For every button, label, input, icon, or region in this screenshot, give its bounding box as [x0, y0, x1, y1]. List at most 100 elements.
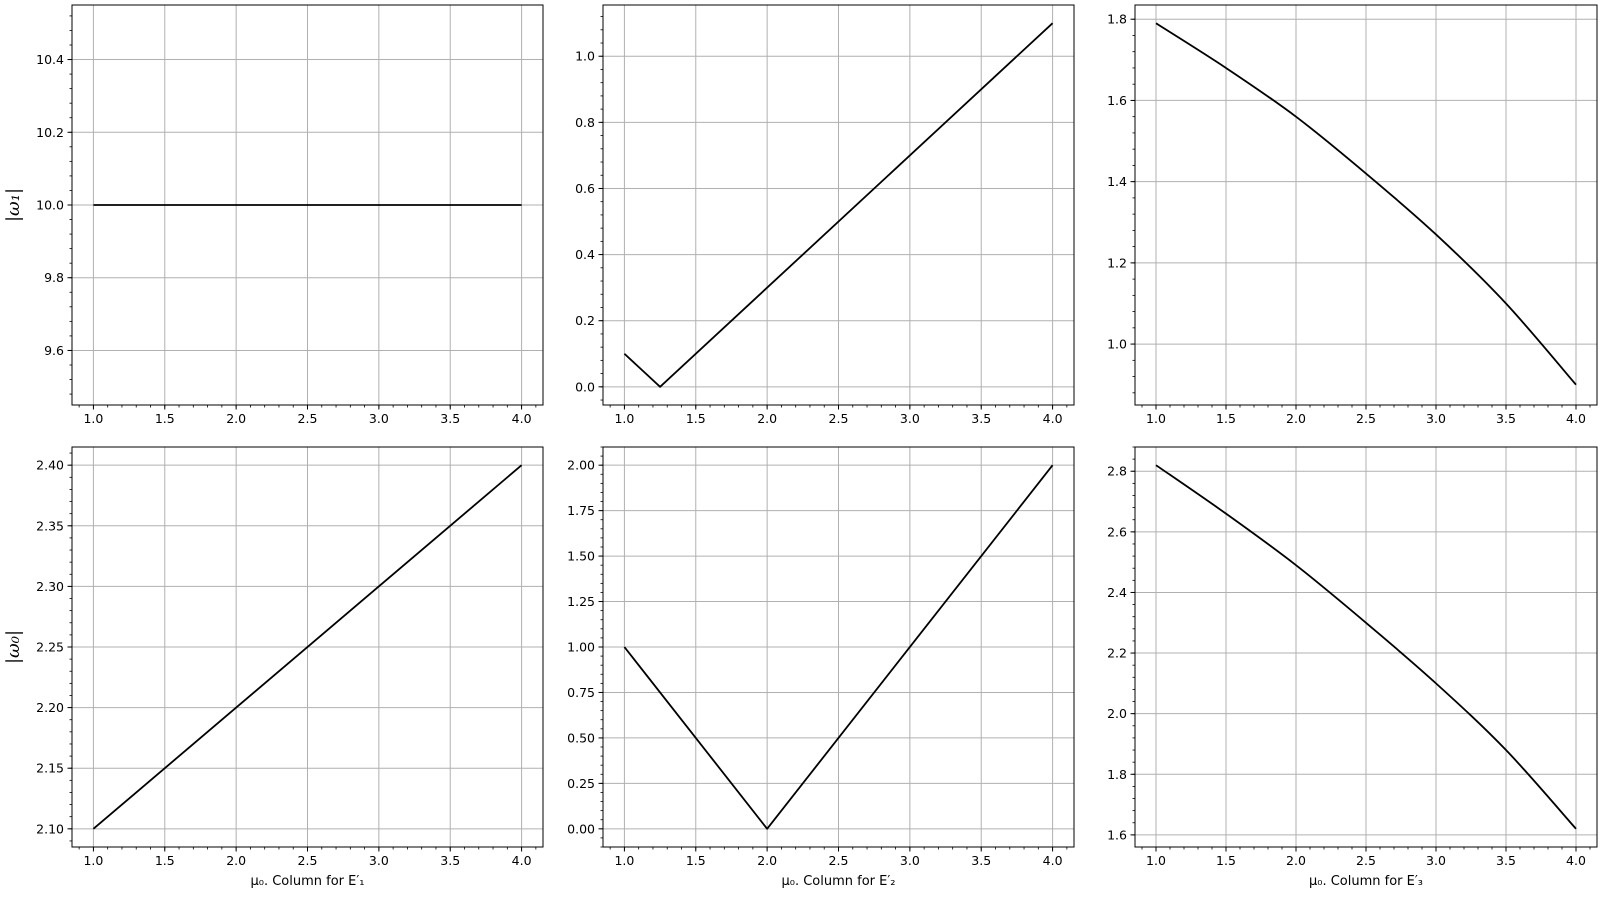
x-tick-label: 1.0	[1146, 853, 1166, 868]
y-axis-label: |ω₁|	[3, 188, 24, 222]
subplot-2: 1.0 1.5 2.0 2.5 3.0 3.5 4.0 0.0 0.2 0.4 0.6 0.8 1.0	[575, 4, 1075, 426]
x-tick-label: 3.5	[440, 411, 460, 426]
x-tick-label: 3.5	[440, 853, 460, 868]
y-tick-label: 2.25	[36, 640, 64, 655]
y-tick-label: 1.2	[1107, 255, 1127, 270]
x-axis-label: μ₀. Column for E′₃	[1309, 874, 1423, 889]
x-tick-label: 1.5	[686, 411, 706, 426]
x-tick-label: 2.5	[1356, 411, 1376, 426]
x-tick-label: 1.5	[686, 853, 706, 868]
x-tick-label: 2.5	[298, 411, 318, 426]
y-tick-label: 1.25	[567, 594, 595, 609]
x-tick-label: 2.5	[829, 411, 849, 426]
y-tick-label: 2.35	[36, 518, 64, 533]
y-tick-label: 2.10	[36, 821, 64, 836]
y-tick-label: 1.0	[575, 49, 595, 64]
x-tick-label: 1.0	[614, 853, 634, 868]
y-tick-label: 1.6	[1107, 93, 1127, 108]
y-tick-label: 2.0	[1107, 706, 1127, 721]
axes-frame	[602, 4, 1075, 406]
series-line	[1155, 464, 1577, 830]
y-tick-label: 0.6	[575, 181, 595, 196]
x-tick-label: 4.0	[1566, 411, 1586, 426]
x-tick-label: 3.0	[369, 411, 389, 426]
x-tick-label: 3.0	[369, 853, 389, 868]
axes-frame	[1134, 4, 1598, 406]
x-tick-label: 3.5	[971, 411, 991, 426]
y-tick-label: 2.40	[36, 458, 64, 473]
y-tick-label: 2.8	[1107, 464, 1127, 479]
x-tick-label: 1.0	[83, 853, 103, 868]
y-tick-label: 0.75	[567, 685, 595, 700]
x-tick-label: 2.0	[226, 411, 246, 426]
subplot-1: 1.0 1.5 2.0 2.5 3.0 3.5 4.0 9.6 9.8 10.0 10.2 10.4 |…	[3, 4, 544, 426]
x-tick-label: 3.5	[971, 853, 991, 868]
x-tick-label: 1.5	[155, 411, 175, 426]
y-axis-label: |ω₀|	[3, 630, 24, 664]
y-tick-label: 0.2	[575, 313, 595, 328]
y-tick-label: 0.4	[575, 247, 595, 262]
x-tick-label: 1.5	[1216, 853, 1236, 868]
y-tick-label: 10.2	[36, 125, 64, 140]
y-tick-label: 0.0	[575, 379, 595, 394]
series-line	[1155, 22, 1577, 386]
series-line	[623, 22, 1054, 388]
y-tick-label: 2.00	[567, 458, 595, 473]
series-line	[623, 464, 1054, 830]
y-tick-label: 10.0	[36, 198, 64, 213]
x-tick-label: 4.0	[1043, 411, 1063, 426]
x-axis-label: μ₀. Column for E′₂	[781, 874, 895, 889]
y-tick-label: 1.6	[1107, 827, 1127, 842]
x-tick-label: 2.0	[226, 853, 246, 868]
series-line	[92, 464, 523, 830]
x-tick-label: 2.0	[1286, 411, 1306, 426]
x-tick-label: 1.0	[83, 411, 103, 426]
y-tick-label: 1.8	[1107, 12, 1127, 27]
x-tick-label: 2.5	[1356, 853, 1376, 868]
subplot-grid: 1.0 1.5 2.0 2.5 3.0 3.5 4.0 9.6 9.8 10.0 10.2 10.4 |…	[3, 4, 1598, 889]
y-tick-label: 2.20	[36, 700, 64, 715]
y-tick-label: 1.0	[1107, 337, 1127, 352]
axes-frame	[1134, 446, 1598, 848]
x-tick-label: 3.5	[1496, 853, 1516, 868]
x-tick-label: 3.5	[1496, 411, 1516, 426]
y-tick-label: 0.8	[575, 115, 595, 130]
y-tick-label: 0.50	[567, 730, 595, 745]
x-tick-label: 2.5	[298, 853, 318, 868]
x-tick-label: 4.0	[1043, 853, 1063, 868]
axes-frame	[71, 446, 544, 848]
y-tick-label: 2.2	[1107, 646, 1127, 661]
y-tick-label: 1.8	[1107, 767, 1127, 782]
y-tick-label: 9.8	[44, 270, 64, 285]
subplot-3: 1.0 1.5 2.0 2.5 3.0 3.5 4.0 1.0 1.2 1.4 1.6 1.8	[1107, 4, 1598, 426]
y-tick-label: 1.75	[567, 503, 595, 518]
y-tick-label: 2.30	[36, 579, 64, 594]
axes-frame	[602, 446, 1075, 848]
x-tick-label: 3.0	[900, 853, 920, 868]
subplot-5: 1.0 1.5 2.0 2.5 3.0 3.5 4.0 0.00 0.25 0.50 0.75 1.0…	[567, 446, 1075, 889]
x-tick-label: 2.0	[1286, 853, 1306, 868]
x-tick-label: 2.0	[757, 411, 777, 426]
y-tick-label: 9.6	[44, 343, 64, 358]
x-tick-label: 2.5	[829, 853, 849, 868]
x-tick-label: 1.0	[1146, 411, 1166, 426]
x-tick-label: 4.0	[512, 853, 532, 868]
y-tick-label: 2.15	[36, 761, 64, 776]
axes-frame	[71, 4, 544, 406]
subplot-4: 1.0 1.5 2.0 2.5 3.0 3.5 4.0 2.10 2.15 2.20 2.25 2.3…	[3, 446, 544, 889]
y-tick-label: 1.00	[567, 640, 595, 655]
y-tick-label: 1.50	[567, 549, 595, 564]
y-tick-label: 0.25	[567, 776, 595, 791]
x-tick-label: 2.0	[757, 853, 777, 868]
y-tick-label: 10.4	[36, 52, 64, 67]
x-tick-label: 1.5	[1216, 411, 1236, 426]
y-tick-label: 0.00	[567, 821, 595, 836]
x-tick-label: 3.0	[1426, 411, 1446, 426]
y-tick-label: 2.4	[1107, 585, 1127, 600]
subplot-6: 1.0 1.5 2.0 2.5 3.0 3.5 4.0 1.6 1.8 2.0 2.2 2.4 2.6 2…	[1107, 446, 1598, 889]
x-tick-label: 4.0	[1566, 853, 1586, 868]
x-axis-label: μ₀. Column for E′₁	[250, 874, 364, 889]
x-tick-label: 1.5	[155, 853, 175, 868]
y-tick-label: 1.4	[1107, 174, 1127, 189]
